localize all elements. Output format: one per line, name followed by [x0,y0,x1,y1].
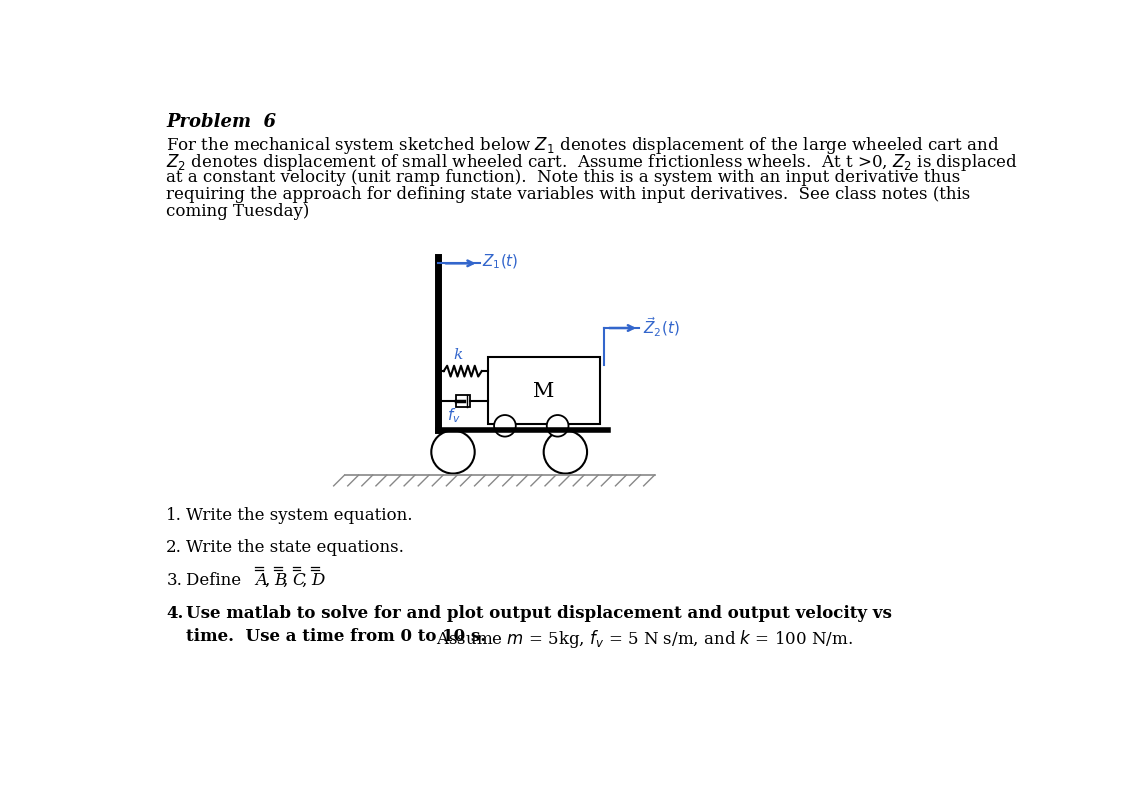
Text: time.  Use a time from 0 to 10 s.: time. Use a time from 0 to 10 s. [185,627,486,644]
Text: M: M [533,381,555,401]
Circle shape [543,431,587,474]
Text: 3.: 3. [166,571,182,588]
Text: Problem  6: Problem 6 [166,113,276,131]
Text: $Z_2$ denotes displacement of small wheeled cart.  Assume frictionless wheels.  : $Z_2$ denotes displacement of small whee… [166,152,1018,173]
Circle shape [494,415,516,437]
Text: D: D [311,571,325,588]
Text: coming Tuesday): coming Tuesday) [166,202,310,219]
Text: Define: Define [185,571,246,588]
Text: ,: , [301,571,307,588]
Text: ,: , [283,571,288,588]
Text: 2.: 2. [166,539,182,556]
Circle shape [547,415,569,437]
Text: Write the state equations.: Write the state equations. [185,539,404,556]
Text: Use matlab to solve for and plot output displacement and output velocity vs: Use matlab to solve for and plot output … [185,604,891,621]
Circle shape [431,431,475,474]
Text: For the mechanical system sketched below $Z_1$ denotes displacement of the large: For the mechanical system sketched below… [166,135,1000,156]
Text: ,: , [264,571,269,588]
Text: $Z_1(t)$: $Z_1(t)$ [483,252,519,271]
Text: B: B [273,571,286,588]
Text: Write the system equation.: Write the system equation. [185,506,412,524]
Text: k: k [453,348,462,361]
Bar [455,396,470,408]
Text: at a constant velocity (unit ramp function).  Note this is a system with an inpu: at a constant velocity (unit ramp functi… [166,169,961,185]
Text: C: C [293,571,305,588]
Text: Assume $m$ = 5kg, $f_v$ = 5 N s/m, and $k$ = 100 N/m.: Assume $m$ = 5kg, $f_v$ = 5 N s/m, and $… [430,627,852,649]
Bar [487,358,601,425]
Text: $\vec{Z}_2(t)$: $\vec{Z}_2(t)$ [643,316,680,339]
Text: 4.: 4. [166,604,184,621]
Text: 1.: 1. [166,506,182,524]
Text: requiring the approach for defining state variables with input derivatives.  See: requiring the approach for defining stat… [166,185,970,202]
Text: A: A [255,571,268,588]
Text: $f_v$: $f_v$ [447,406,461,425]
